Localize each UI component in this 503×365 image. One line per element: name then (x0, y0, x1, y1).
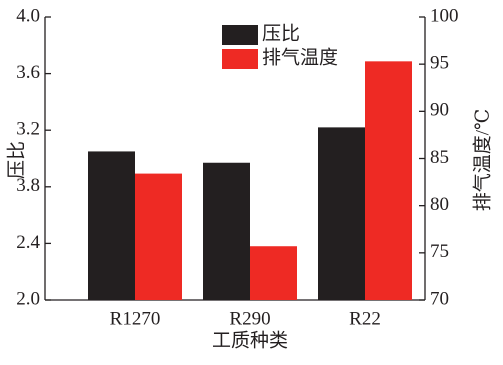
legend-label: 压比 (262, 22, 300, 44)
bar (203, 162, 250, 300)
bar (318, 127, 365, 301)
y-tick-label: 2.0 (16, 288, 40, 309)
y2-tick-label: 85 (430, 147, 449, 168)
legend-swatch (222, 25, 258, 45)
y2-tick-label: 75 (430, 241, 449, 262)
y-tick-label: 3.6 (16, 62, 40, 83)
legend-swatch (222, 49, 258, 69)
legend-label: 排气温度 (262, 46, 338, 68)
y2-tick-label: 95 (430, 53, 449, 74)
x-tick-label: R1270 (110, 308, 161, 329)
bar (135, 173, 182, 300)
bar (88, 151, 135, 300)
y2-axis-label: 排气温度/℃ (471, 109, 493, 212)
y-tick-label: 2.4 (16, 232, 40, 253)
y2-tick-label: 80 (430, 194, 449, 215)
y2-tick-label: 70 (430, 288, 449, 309)
bar (365, 61, 412, 300)
y-tick-label: 3.8 (16, 175, 40, 196)
x-tick-label: R22 (349, 308, 381, 329)
y-axis-label: 压比 (5, 141, 27, 179)
y2-tick-label: 100 (430, 5, 459, 26)
y-tick-label: 3.2 (16, 119, 40, 140)
bar (250, 246, 297, 300)
y2-tick-label: 90 (430, 100, 449, 121)
x-tick-label: R290 (229, 308, 270, 329)
y-tick-label: 4.0 (16, 5, 40, 26)
x-axis-label: 工质种类 (212, 329, 288, 351)
